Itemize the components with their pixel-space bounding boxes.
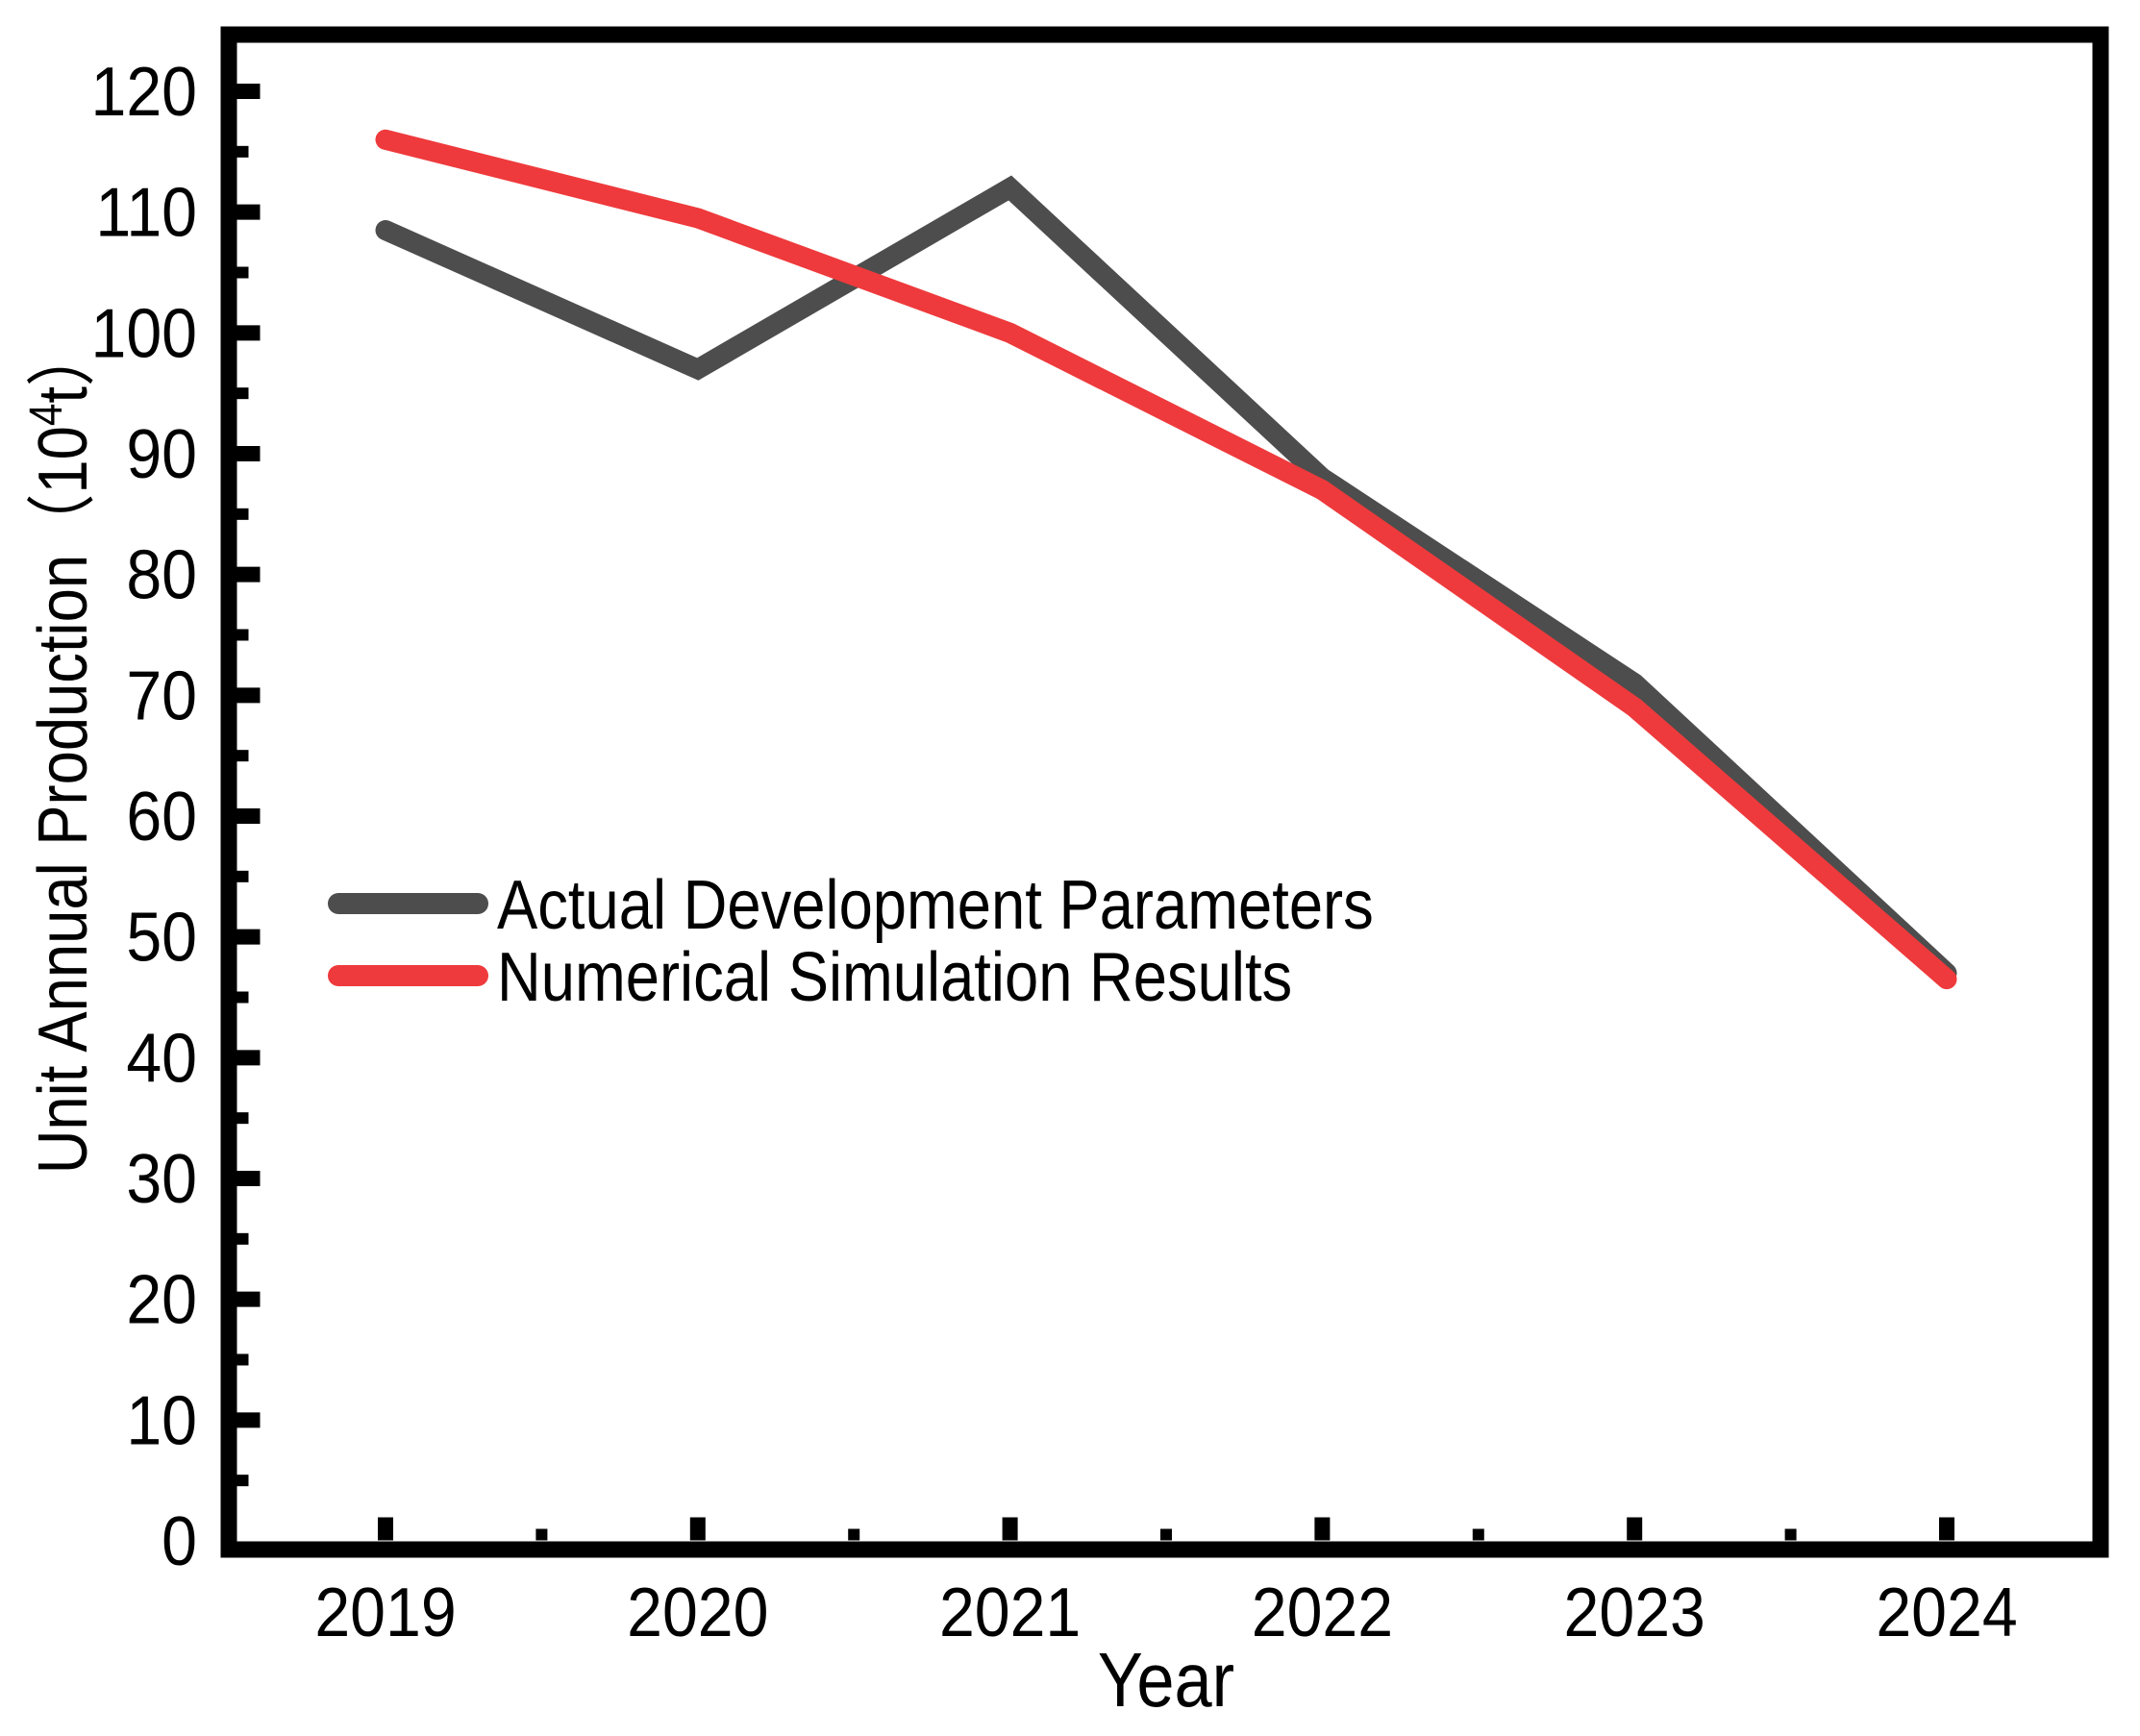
y-axis-title-post: t） (25, 326, 102, 404)
x-major-ticks (378, 1517, 1954, 1541)
y-tick-label: 90 (126, 414, 197, 492)
y-tick-label: 50 (126, 898, 197, 976)
legend-label-numerical-simulation-results: Numerical Simulation Results (497, 939, 1292, 1016)
x-tick-label: 2021 (939, 1573, 1081, 1650)
y-major-ticks (236, 83, 261, 1428)
legend: Actual Development Parameters Numerical … (328, 867, 1374, 1016)
y-axis-title-pre: Unit Annual Production（10 (25, 426, 102, 1174)
y-tick-label: 40 (126, 1019, 197, 1097)
y-tick-label: 10 (126, 1381, 197, 1459)
x-minor-ticks (535, 1528, 1797, 1541)
x-tick-label: 2020 (627, 1573, 768, 1650)
x-axis-title: Year (1098, 1637, 1234, 1723)
y-tick-label: 110 (95, 173, 197, 251)
axis-frame (220, 26, 2109, 1558)
y-tick-label: 100 (91, 294, 197, 372)
y-tick-label: 60 (126, 777, 197, 855)
y-tick-label: 30 (126, 1139, 197, 1217)
series-lines (375, 129, 1957, 990)
x-tick-label: 2019 (314, 1573, 456, 1650)
x-tick-label: 2024 (1876, 1573, 2017, 1650)
y-tick-label: 70 (126, 657, 197, 734)
y-axis-title: Unit Annual Production（104t） (19, 326, 101, 1175)
y-axis-title-superscript: 4 (19, 404, 71, 426)
y-tick-label: 80 (126, 535, 197, 613)
series-line-actual-development-parameters (375, 175, 1957, 983)
y-tick-label: 20 (126, 1260, 197, 1338)
y-tick-label: 120 (91, 52, 197, 130)
series-line-numerical-simulation-results (375, 129, 1957, 990)
y-tick-labels: 0 10 20 30 40 50 60 70 80 90 100 110 120 (91, 52, 197, 1579)
x-tick-label: 2023 (1564, 1573, 1705, 1650)
x-tick-label: 2022 (1252, 1573, 1393, 1650)
legend-label-actual-development-parameters: Actual Development Parameters (497, 867, 1374, 944)
y-minor-ticks (236, 145, 249, 1487)
y-tick-label: 0 (162, 1501, 197, 1579)
x-tick-labels: 2019 2020 2021 2022 2023 2024 (314, 1573, 2017, 1650)
